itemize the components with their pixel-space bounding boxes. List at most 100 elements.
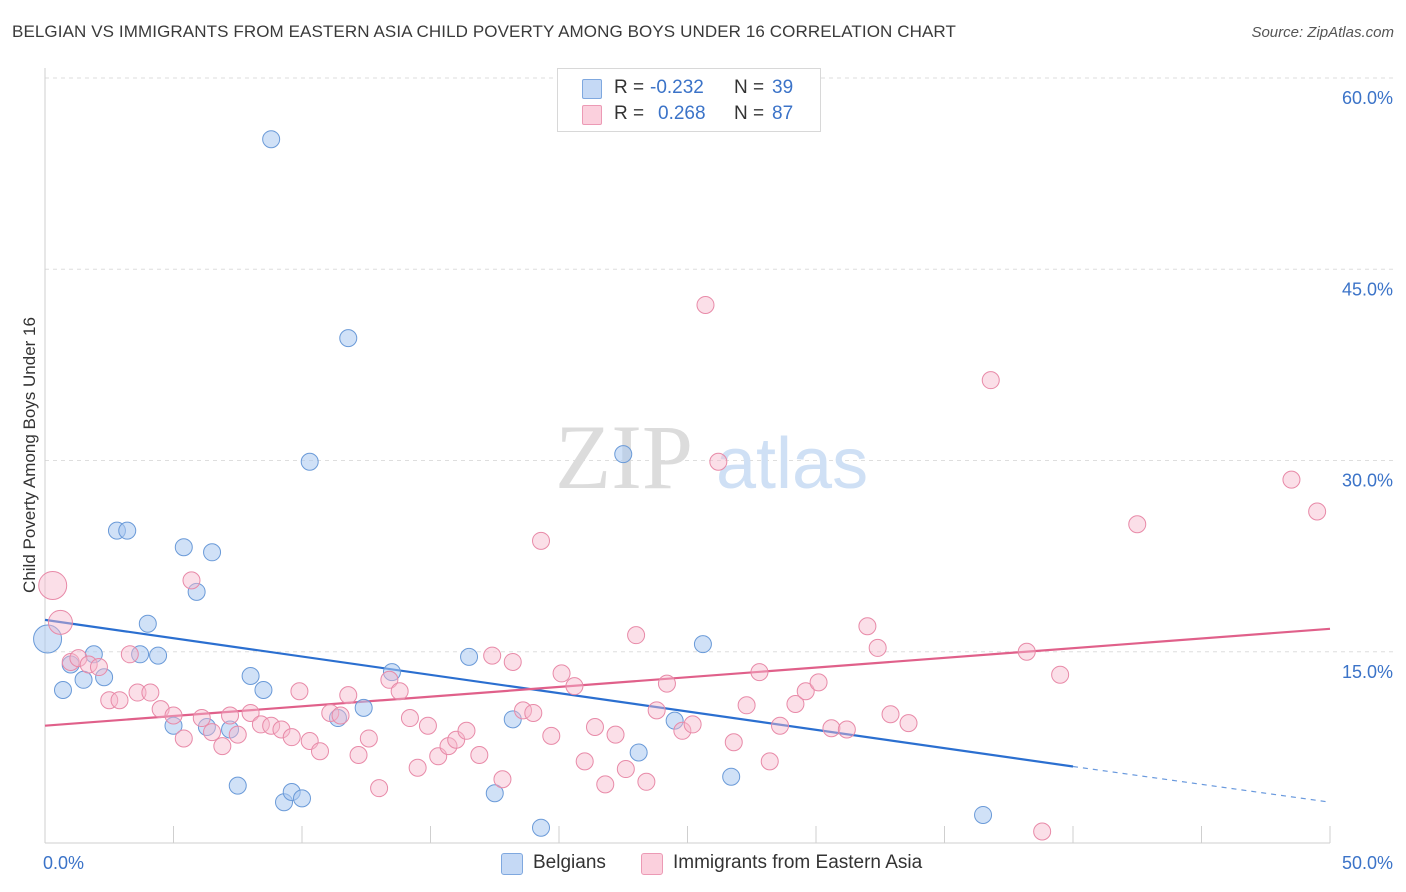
y-tick-label: 45.0%: [1342, 279, 1393, 299]
immigrants-point: [447, 730, 466, 749]
immigrants-point: [349, 746, 368, 765]
immigrants-point: [724, 733, 743, 752]
x-tick-label: 0.0%: [43, 853, 84, 873]
trend-lines: [44, 618, 1331, 803]
immigrants-point: [390, 682, 409, 701]
belgians-point: [187, 582, 206, 601]
legend-swatch-immigrants: [582, 105, 602, 125]
chart-title: BELGIAN VS IMMIGRANTS FROM EASTERN ASIA …: [12, 22, 956, 41]
grid-lines: [45, 77, 1395, 653]
belgians-point: [174, 538, 193, 557]
immigrants-point: [331, 706, 350, 725]
belgians-point: [300, 452, 319, 471]
immigrants-point: [213, 737, 232, 756]
immigrants-point: [38, 570, 68, 600]
bottom-legend-swatch-immigrants: [641, 853, 663, 875]
immigrants-point: [981, 371, 1000, 390]
belgians-point: [722, 767, 741, 786]
belgians-point: [532, 818, 551, 837]
immigrants-point: [100, 691, 119, 710]
legend-r-label: R =: [614, 103, 645, 124]
legend-swatch-belgians: [582, 79, 602, 99]
belgians-point: [254, 681, 273, 699]
bottom-legend-label-belgians: Belgians: [533, 852, 606, 873]
immigrants-point: [192, 709, 211, 728]
belgians-point: [974, 805, 993, 824]
watermark-atlas: atlas: [716, 424, 868, 504]
belgians-point: [354, 698, 373, 717]
bottom-legend-label-immigrants: Immigrants from Eastern Asia: [673, 852, 923, 873]
immigrants-point: [1017, 642, 1036, 661]
immigrants-point: [400, 709, 419, 728]
immigrants-point: [241, 703, 260, 722]
belgians-point: [262, 130, 281, 149]
immigrants-point: [1308, 502, 1327, 521]
belgians-trend-extension: [1072, 765, 1331, 803]
belgians-point: [164, 716, 183, 735]
immigrants-point: [457, 721, 476, 740]
immigrants-point: [493, 770, 512, 789]
immigrants-point: [858, 617, 877, 636]
immigrants-point: [822, 719, 841, 738]
belgians-point: [131, 645, 150, 664]
legend-n-label: N =: [734, 77, 765, 98]
legend-n-value: 39: [772, 77, 794, 98]
immigrants-point: [771, 716, 790, 735]
immigrants-point: [683, 715, 702, 734]
immigrants-point: [69, 649, 88, 668]
belgians-point: [460, 647, 479, 666]
belgians-point: [33, 624, 63, 654]
axes: [44, 68, 1331, 844]
immigrants-point: [272, 720, 291, 739]
immigrants-trend-line: [44, 627, 1331, 727]
immigrants-point: [120, 645, 139, 664]
immigrants-point: [164, 706, 183, 725]
tick-labels: 15.0% 30.0% 45.0% 60.0% 0.0% 50.0%: [43, 88, 1393, 873]
immigrants-point: [809, 673, 828, 692]
immigrants-point: [262, 716, 281, 735]
immigrants-point: [575, 752, 594, 771]
immigrants-point: [128, 683, 147, 702]
immigrants-point: [737, 696, 756, 715]
belgians-point: [241, 666, 260, 685]
immigrants-point: [606, 725, 625, 744]
immigrants-point: [696, 295, 715, 314]
belgians-trend-line: [44, 618, 1074, 768]
immigrants-point: [282, 728, 301, 747]
immigrants-point: [174, 729, 193, 748]
belgians-point: [503, 710, 522, 729]
immigrants-point: [439, 737, 458, 756]
belgians-point: [485, 784, 504, 803]
immigrants-point: [637, 772, 656, 791]
immigrants-point: [228, 725, 247, 744]
immigrants-point: [370, 779, 389, 798]
immigrants-point: [339, 686, 358, 705]
immigrants-point: [616, 760, 635, 779]
legend-n-label: N =: [734, 103, 765, 124]
immigrants-point: [542, 726, 561, 745]
immigrants-point: [182, 571, 201, 590]
immigrants-point: [141, 683, 160, 702]
immigrants-point: [709, 452, 728, 471]
immigrants-point: [310, 742, 329, 761]
x-tick-label: 50.0%: [1342, 853, 1393, 873]
belgians-point: [629, 743, 648, 762]
source-label: Source: ZipAtlas.com: [1251, 24, 1394, 41]
immigrants-point: [380, 670, 399, 689]
immigrants-point: [408, 758, 427, 777]
immigrants-point: [203, 723, 222, 742]
immigrants-point: [524, 703, 543, 722]
legend-r-value: -0.232: [650, 77, 704, 98]
immigrants-point: [321, 703, 340, 722]
immigrants-point: [483, 646, 502, 665]
immigrants-point: [1282, 470, 1301, 489]
immigrants-point: [1051, 665, 1070, 684]
immigrants-point: [657, 674, 676, 693]
immigrants-point: [881, 705, 900, 724]
immigrants-point: [552, 664, 571, 683]
immigrants-point: [565, 677, 584, 696]
legend-r-value: 0.268: [658, 103, 706, 124]
stats-legend: R = -0.232 N = 39 R = 0.268 N = 87: [557, 68, 821, 132]
belgians-point: [228, 776, 247, 795]
data-points: [33, 130, 1327, 841]
